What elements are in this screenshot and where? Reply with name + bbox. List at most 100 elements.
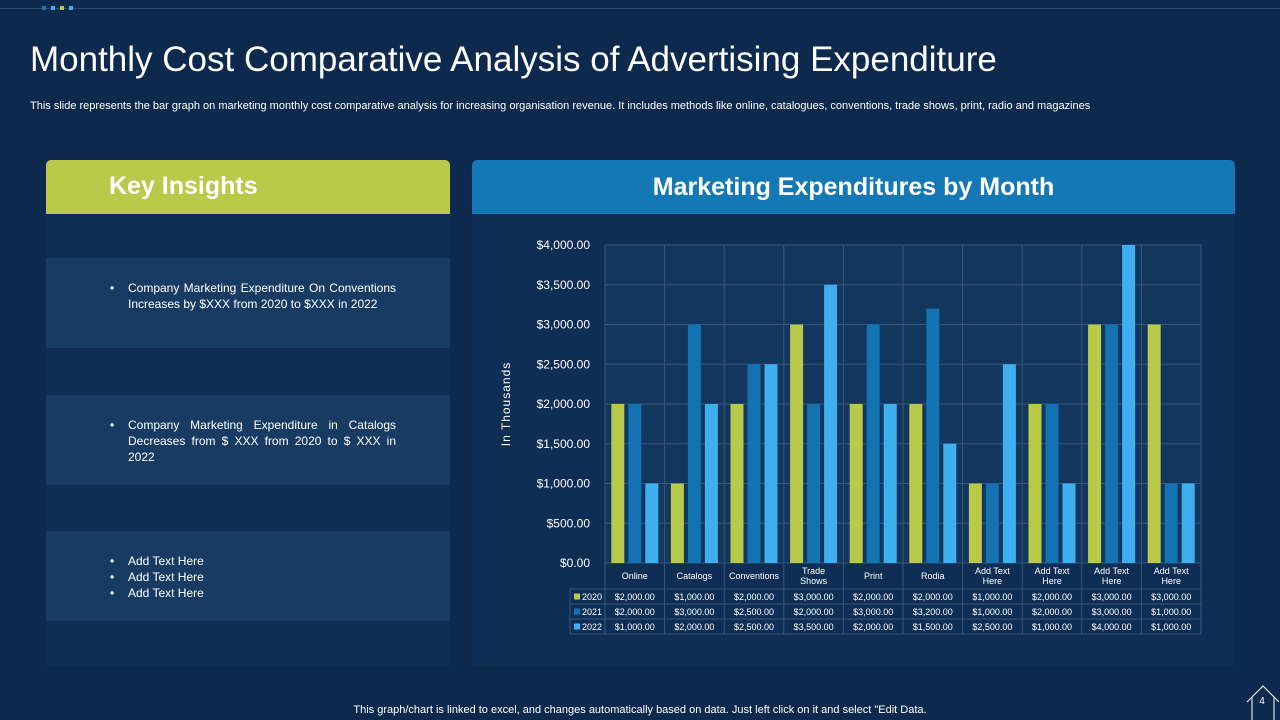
home-icon[interactable] xyxy=(1246,684,1280,720)
x-tick-label: Catalogs xyxy=(677,571,713,581)
insight-box-2: Company Marketing Expenditure in Catalog… xyxy=(46,395,450,485)
bar-2022 xyxy=(1122,245,1136,563)
table-cell: $2,500.00 xyxy=(734,622,774,632)
table-cell: $2,000.00 xyxy=(913,592,953,602)
slide-title: Monthly Cost Comparative Analysis of Adv… xyxy=(30,40,997,79)
x-tick-label: Shows xyxy=(800,576,828,586)
footer-note: This graph/chart is linked to excel, and… xyxy=(353,704,927,716)
bar-chart[interactable]: $0.00 $500.00 $1,000.00 $1,500.00 $2,000.00 $… xyxy=(472,214,1235,644)
x-tick-label: Here xyxy=(1102,576,1122,586)
legend-key-2021 xyxy=(574,608,580,615)
x-tick-label: Add Text xyxy=(1154,566,1189,576)
y-axis-label: In Thousands xyxy=(499,362,513,447)
legend-key-2022 xyxy=(574,623,580,630)
insight-box-3: Add Text Here Add Text Here Add Text Her… xyxy=(46,531,450,621)
table-cell: $1,000.00 xyxy=(1151,622,1191,632)
x-tick-label: Add Text xyxy=(975,566,1010,576)
table-cell: $1,000.00 xyxy=(674,592,714,602)
y-tick-label: $1,500.00 xyxy=(537,437,591,451)
y-tick-label: $3,500.00 xyxy=(537,278,591,292)
insight-box-1: Company Marketing Expenditure On Convent… xyxy=(46,258,450,348)
table-cell: $3,000.00 xyxy=(1092,607,1132,617)
table-cell: $1,000.00 xyxy=(1151,607,1191,617)
table-cell: $3,000.00 xyxy=(1092,592,1132,602)
table-cell: $2,000.00 xyxy=(615,607,655,617)
bar-2021 xyxy=(747,364,761,563)
table-cell: $3,200.00 xyxy=(913,607,953,617)
table-cell: $3,000.00 xyxy=(853,607,893,617)
table-cell: $2,000.00 xyxy=(1032,607,1072,617)
x-tick-label: Trade xyxy=(802,566,825,576)
table-cell: $2,000.00 xyxy=(615,592,655,602)
table-cell: $2,000.00 xyxy=(794,607,834,617)
x-tick-label: Rodia xyxy=(921,571,945,581)
chart-heading: Marketing Expenditures by Month xyxy=(652,173,1055,201)
table-cell: $3,000.00 xyxy=(794,592,834,602)
x-tick-label: Online xyxy=(622,571,648,581)
bar-2021 xyxy=(807,404,821,563)
y-tick-label: $2,500.00 xyxy=(537,357,591,371)
bar-2020 xyxy=(909,404,923,563)
bar-2020 xyxy=(730,404,744,563)
x-tick-label: Print xyxy=(864,571,883,581)
table-cell: $1,000.00 xyxy=(972,592,1012,602)
bar-2021 xyxy=(1164,483,1178,563)
table-cell: $2,000.00 xyxy=(1032,592,1072,602)
bar-2022 xyxy=(645,483,659,563)
slide-subtitle: This slide represents the bar graph on m… xyxy=(30,100,1091,112)
table-cell: $1,000.00 xyxy=(1032,622,1072,632)
insights-header: Key Insights xyxy=(46,160,450,214)
bar-2022 xyxy=(764,364,778,563)
insight-text: Add Text Here xyxy=(110,585,450,601)
y-tick-label: $4,000.00 xyxy=(537,238,591,252)
bar-2020 xyxy=(1028,404,1042,563)
bar-2021 xyxy=(687,324,701,563)
bar-2021 xyxy=(1105,324,1119,563)
insight-text: Company Marketing Expenditure On Convent… xyxy=(110,280,396,312)
bar-2021 xyxy=(1045,404,1059,563)
page-number: 4 xyxy=(1259,696,1265,707)
decor-dots xyxy=(42,6,73,10)
bar-2020 xyxy=(968,483,982,563)
bar-2022 xyxy=(1062,483,1076,563)
table-cell: $2,000.00 xyxy=(734,592,774,602)
x-tick-label: Conventions xyxy=(729,571,780,581)
x-tick-label: Add Text xyxy=(1035,566,1070,576)
table-cell: $4,000.00 xyxy=(1092,622,1132,632)
bar-2020 xyxy=(670,483,684,563)
bar-2020 xyxy=(1147,324,1161,563)
y-tick-label: $2,000.00 xyxy=(537,397,591,411)
insight-text: Add Text Here xyxy=(110,569,450,585)
insight-text: Company Marketing Expenditure in Catalog… xyxy=(110,417,396,465)
table-cell: $1,000.00 xyxy=(972,607,1012,617)
y-tick-label: $0.00 xyxy=(560,556,590,570)
legend-key-2020 xyxy=(574,593,580,600)
bar-2022 xyxy=(883,404,897,563)
table-cell: $3,000.00 xyxy=(1151,592,1191,602)
bar-2022 xyxy=(824,284,838,563)
legend-label: 2020 xyxy=(582,592,602,602)
insights-heading: Key Insights xyxy=(109,172,258,200)
x-tick-label: Here xyxy=(983,576,1003,586)
bar-2022 xyxy=(1181,483,1195,563)
x-tick-label: Here xyxy=(1161,576,1181,586)
x-tick-label: Add Text xyxy=(1094,566,1129,576)
bar-2022 xyxy=(943,443,957,563)
legend-label: 2022 xyxy=(582,622,602,632)
bar-2022 xyxy=(1002,364,1016,563)
chart-header: Marketing Expenditures by Month xyxy=(472,160,1235,214)
bar-2021 xyxy=(926,308,940,563)
y-tick-label: $1,000.00 xyxy=(537,477,591,491)
table-cell: $2,500.00 xyxy=(734,607,774,617)
table-cell: $1,500.00 xyxy=(913,622,953,632)
y-tick-label: $500.00 xyxy=(547,516,591,530)
bar-2021 xyxy=(985,483,999,563)
y-tick-label: $3,000.00 xyxy=(537,318,591,332)
table-cell: $3,500.00 xyxy=(794,622,834,632)
top-divider xyxy=(0,8,1280,9)
insight-text: Add Text Here xyxy=(110,553,450,569)
bar-2020 xyxy=(849,404,863,563)
table-cell: $1,000.00 xyxy=(615,622,655,632)
bar-2020 xyxy=(790,324,804,563)
bar-2020 xyxy=(1088,324,1102,563)
